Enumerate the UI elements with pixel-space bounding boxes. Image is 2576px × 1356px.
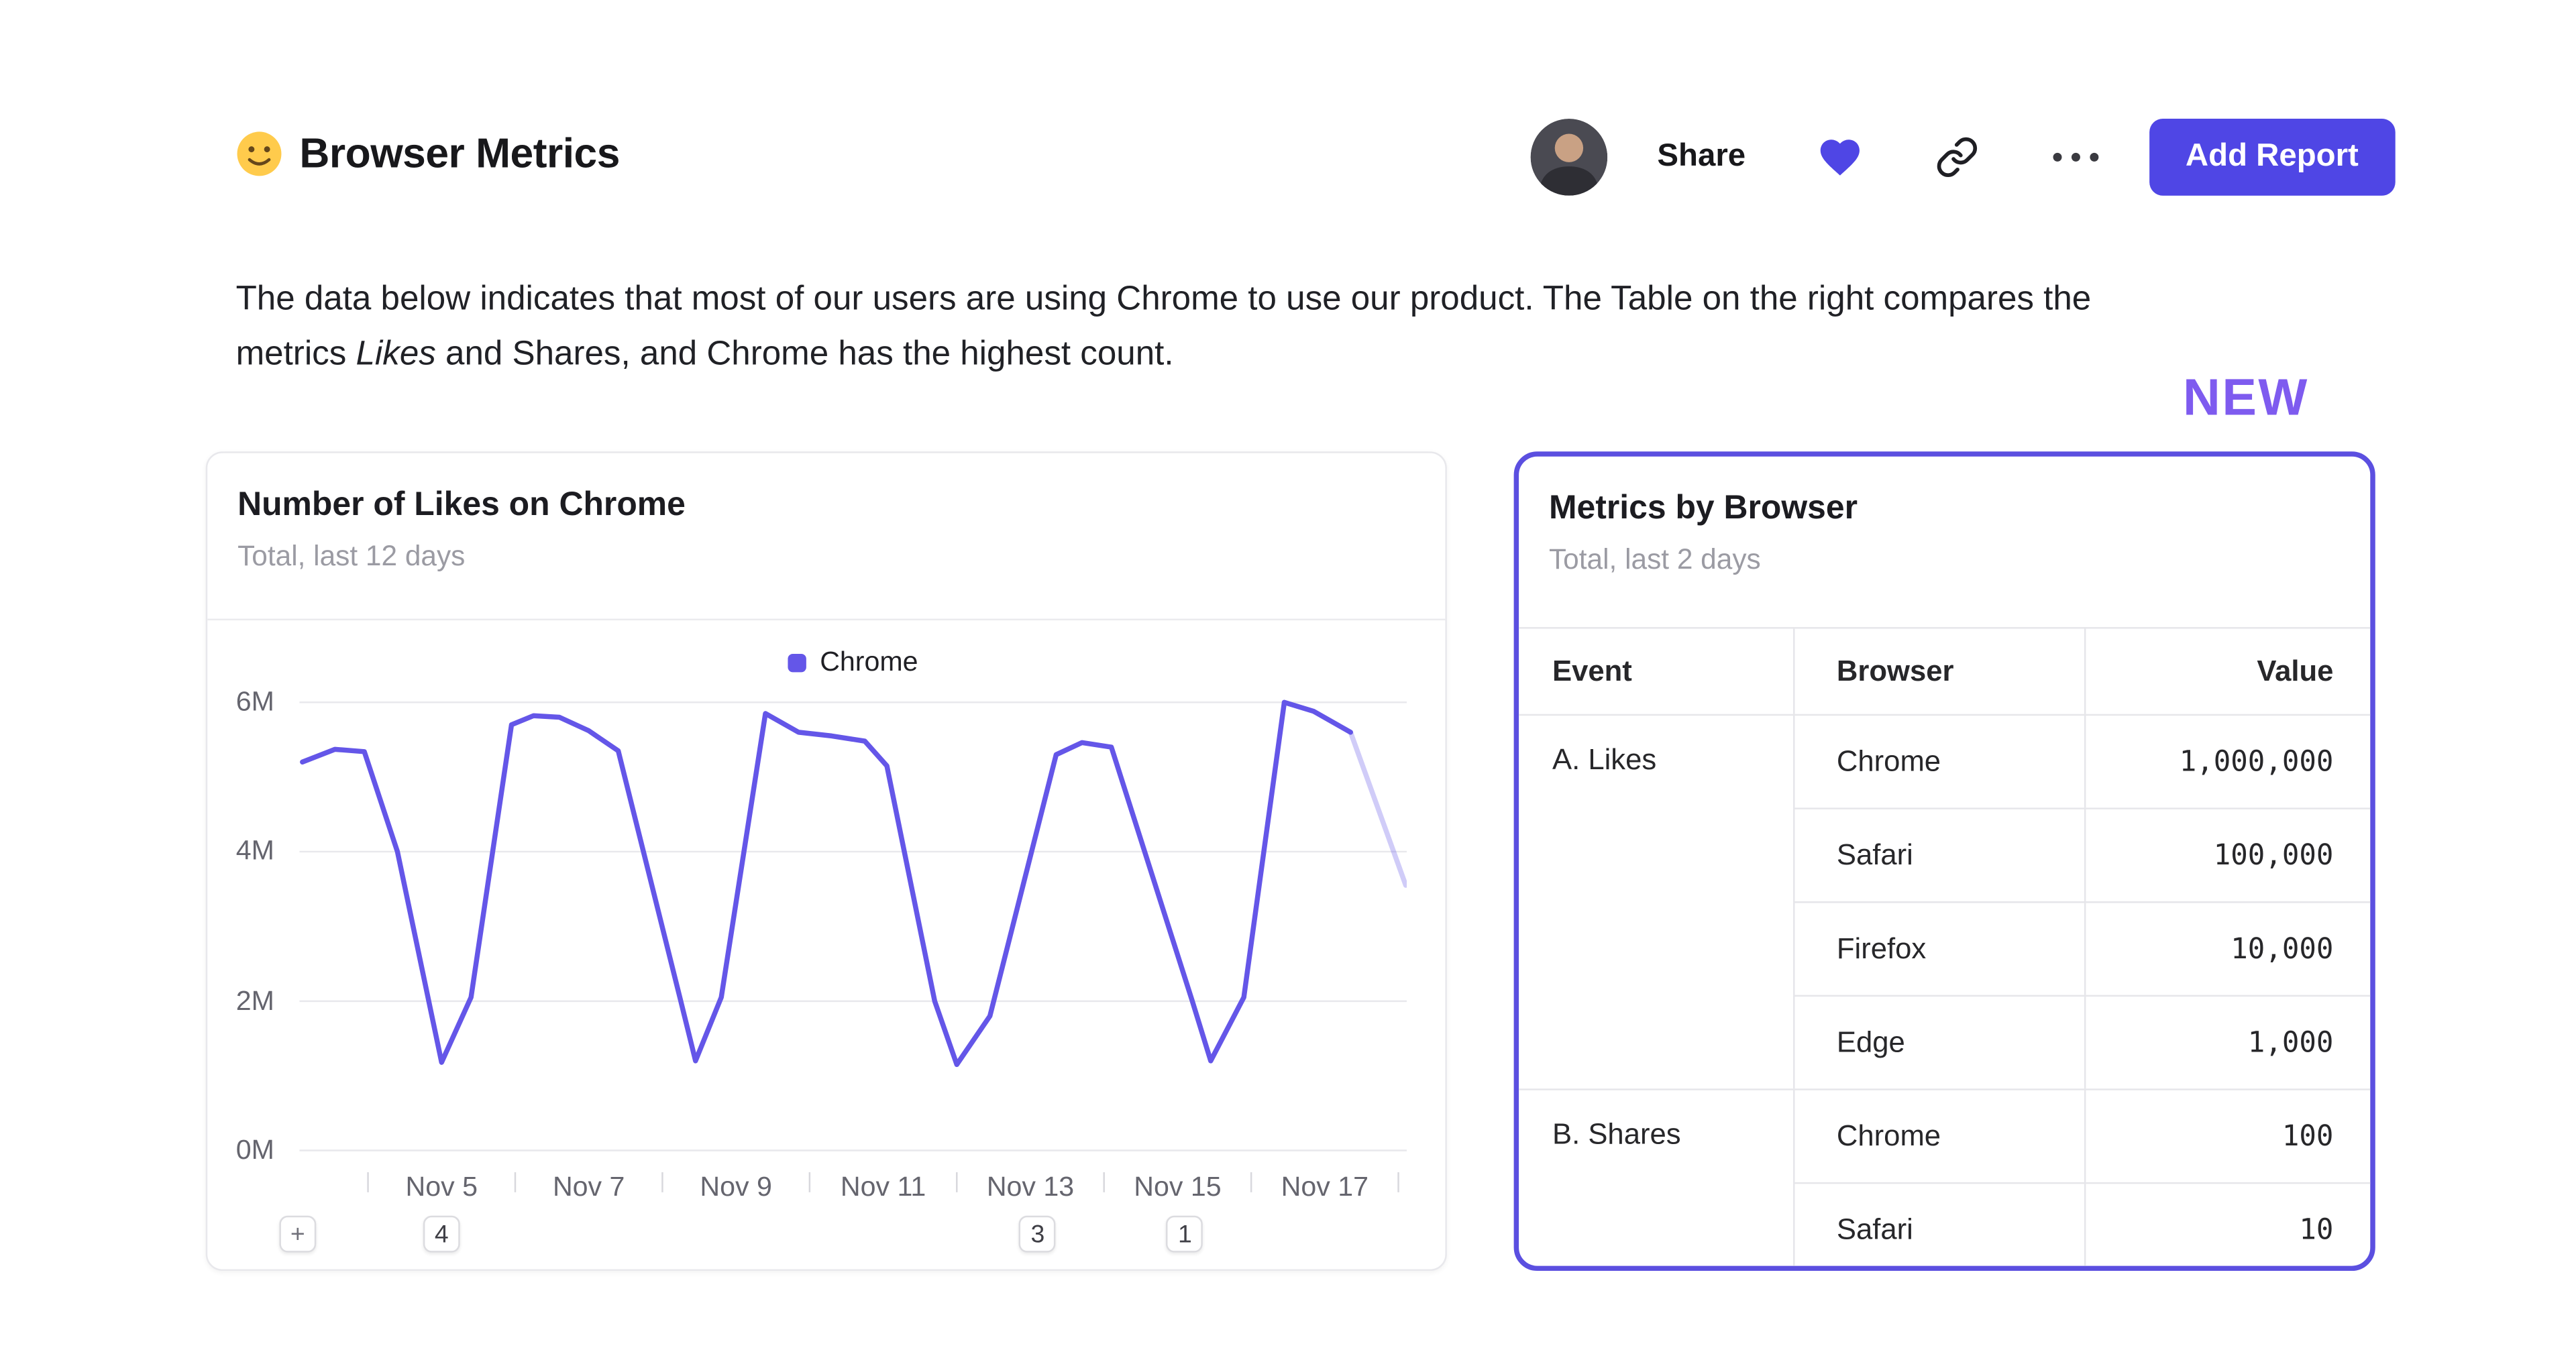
x-axis-label: Nov 13: [986, 1172, 1075, 1202]
value-cell: 10,000: [2086, 901, 2371, 995]
chart-card-header: Number of Likes on Chrome Total, last 12…: [207, 453, 1446, 621]
new-badge: NEW: [2183, 368, 2309, 427]
value-cell: 100: [2086, 1088, 2371, 1182]
y-axis-label: 6M: [235, 687, 274, 718]
header-actions: Share Add Report: [1529, 114, 2396, 201]
x-axis-label: Nov 9: [700, 1172, 772, 1202]
column-header-browser: Browser: [1794, 627, 2086, 714]
table-subtitle: Total, last 2 days: [1548, 543, 1761, 575]
browser-cell: Chrome: [1794, 1088, 2086, 1182]
annotation-chip[interactable]: 4: [423, 1215, 460, 1253]
metrics-table-card: Metrics by Browser Total, last 2 days Ev…: [1513, 451, 2375, 1272]
x-axis-label: Nov 11: [840, 1172, 926, 1202]
page-header: Browser Metrics: [236, 111, 620, 198]
page-title: Browser Metrics: [299, 129, 620, 177]
x-axis-label: Nov 5: [405, 1172, 478, 1202]
add-annotation-button[interactable]: +: [279, 1215, 317, 1253]
link-icon[interactable]: [1935, 135, 1978, 179]
table-card-header: Metrics by Browser Total, last 2 days: [1519, 457, 2370, 627]
value-cell: 1,000: [2086, 995, 2371, 1089]
browser-cell: Firefox: [1794, 901, 2086, 995]
y-axis-label: 4M: [235, 836, 274, 867]
column-header-value: Value: [2086, 627, 2371, 714]
annotation-chip[interactable]: 3: [1019, 1215, 1057, 1253]
legend-swatch-icon: [788, 653, 807, 673]
chart-area[interactable]: Chrome + 0M 2M 4M 6M Nov 5 Nov 7 Nov 9 Nov 11 No…: [207, 620, 1445, 1269]
value-cell: 1,000,000: [2086, 714, 2371, 808]
legend[interactable]: Chrome: [299, 647, 1407, 679]
browser-cell: Safari: [1794, 807, 2086, 901]
y-axis-label: 0M: [235, 1135, 274, 1166]
chart-subtitle: Total, last 12 days: [237, 540, 466, 572]
value-cell: 100,000: [2086, 807, 2371, 901]
x-axis-label: Nov 15: [1134, 1172, 1222, 1202]
x-axis-label: Nov 7: [552, 1172, 625, 1202]
browser-cell: Edge: [1794, 995, 2086, 1089]
event-cell-likes: A. Likes: [1519, 714, 1795, 1089]
x-axis-label: Nov 17: [1281, 1172, 1369, 1202]
table-title: Metrics by Browser: [1548, 490, 1858, 527]
description-line-2: metrics Likes and Shares, and Chrome has…: [235, 334, 1174, 374]
add-report-button[interactable]: Add Report: [2149, 119, 2396, 196]
value-cell: 10: [2086, 1182, 2371, 1266]
browser-cell: Safari: [1794, 1182, 2086, 1266]
chart-title: Number of Likes on Chrome: [237, 486, 686, 524]
y-axis-label: 2M: [235, 986, 274, 1017]
likes-chart-card: Number of Likes on Chrome Total, last 12…: [205, 451, 1447, 1272]
browser-cell: Chrome: [1794, 714, 2086, 808]
description-line-1: The data below indicates that most of ou…: [235, 279, 2092, 318]
chart-canvas: [299, 699, 1407, 1192]
metrics-table: Event Browser Value A. Likes Chrome 1,00…: [1519, 627, 2371, 1266]
event-cell-shares: B. Shares: [1519, 1088, 1795, 1266]
more-options-icon[interactable]: [2050, 150, 2100, 164]
legend-label: Chrome: [820, 646, 918, 677]
annotation-chip[interactable]: 1: [1166, 1215, 1203, 1253]
column-header-event: Event: [1519, 627, 1795, 714]
heart-icon[interactable]: [1814, 133, 1864, 180]
avatar[interactable]: [1529, 119, 1607, 196]
description-text: The data below indicates that most of ou…: [236, 271, 2411, 382]
smiley-emoji-icon: [236, 130, 283, 177]
share-button[interactable]: Share: [1657, 138, 1746, 174]
